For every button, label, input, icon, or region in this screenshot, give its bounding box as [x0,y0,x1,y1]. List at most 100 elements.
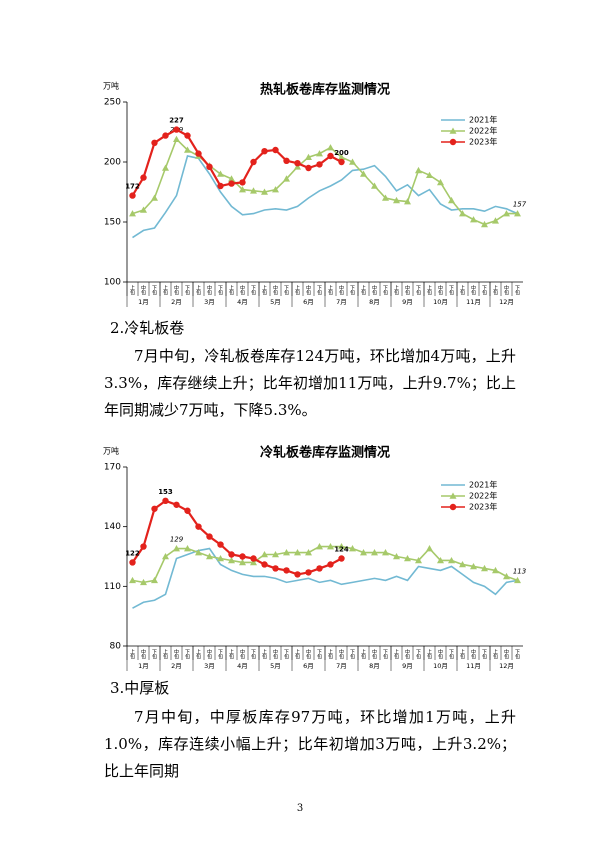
x-tick-label: 中旬 [503,648,509,660]
marker [184,146,191,153]
x-tick-label: 下旬 [382,285,388,296]
section-heading: 2.冷轧板卷 [110,319,185,337]
y-tick-label: 100 [104,278,121,288]
marker [316,565,323,572]
marker [316,150,323,157]
x-tick-label: 中旬 [503,284,509,296]
legend-label: 2023年 [469,502,497,512]
x-tick-label: 上旬 [459,284,465,296]
x-tick-label: 中旬 [140,648,146,660]
marker [239,553,246,560]
month-label: 12月 [499,298,514,306]
data-label: 200 [334,149,349,157]
y-tick-label: 150 [104,218,121,228]
series-line [132,155,518,239]
marker [239,558,246,566]
marker [272,146,279,154]
data-label: 122 [125,549,140,557]
marker [393,553,400,560]
x-tick-label: 上旬 [162,284,168,296]
x-tick-label: 中旬 [206,648,212,660]
x-tick-label: 中旬 [338,284,344,296]
marker [382,194,389,201]
series-line [131,128,343,197]
x-tick-label: 上旬 [327,648,333,660]
marker [492,566,499,574]
marker [261,148,268,155]
marker [327,543,334,550]
marker [173,501,180,508]
marker [261,561,268,568]
x-tick-label: 上旬 [393,284,399,296]
marker [217,170,224,177]
data-label: 113 [513,567,526,575]
marker [459,560,466,568]
y-tick-label: 170 [104,463,121,473]
x-tick-label: 中旬 [437,284,443,296]
marker [140,174,147,181]
marker [437,178,444,186]
x-tick-label: 下旬 [217,649,223,660]
x-tick-label: 上旬 [426,648,432,660]
y-axis-label: 万吨 [103,446,119,456]
y-axis-label: 万吨 [103,81,119,91]
marker [327,561,334,568]
marker [459,210,466,217]
marker [448,556,455,564]
marker [449,127,457,134]
marker [470,216,477,223]
marker [217,554,224,562]
marker [239,186,246,193]
marker [140,543,147,550]
marker [481,220,488,228]
marker [184,545,191,552]
x-tick-label: 上旬 [492,648,498,660]
paragraph: 7月中旬，中厚板库存97万吨，环比增加1万吨，上升1.0%，库存连续小幅上升；比… [104,708,516,780]
marker [514,576,521,584]
marker [382,549,389,556]
paragraph: 7月中旬，冷轧板卷库存124万吨，环比增加4万吨，上升3.3%，库存继续上升；比… [104,347,516,419]
marker [283,175,290,182]
marker [140,578,147,586]
marker [162,553,169,560]
marker [217,541,224,548]
x-tick-label: 下旬 [151,285,157,296]
x-tick-label: 中旬 [305,284,311,296]
month-label: 7月 [336,298,347,306]
marker [371,182,378,189]
marker [250,158,257,166]
chart-title: 热轧板卷库存监测情况 [260,82,390,98]
x-tick-label: 上旬 [294,284,300,296]
month-label: 2月 [171,662,182,670]
x-tick-label: 下旬 [481,649,487,660]
month-label: 5月 [270,298,281,306]
month-label: 8月 [369,298,380,306]
marker [250,555,257,562]
month-label: 1月 [138,298,149,306]
x-tick-label: 上旬 [129,284,135,296]
data-label: 124 [334,545,349,553]
month-label: 3月 [204,298,215,306]
month-label: 11月 [466,298,481,306]
marker [449,503,457,511]
x-tick-label: 下旬 [382,649,388,660]
y-tick-label: 250 [104,98,121,108]
x-tick-label: 上旬 [327,284,333,296]
marker [250,558,257,566]
marker [393,196,400,204]
marker [228,175,235,182]
marker [448,196,455,204]
x-tick-label: 中旬 [470,648,476,660]
legend-label: 2023年 [469,137,497,147]
marker [415,556,422,564]
series-line [132,545,518,584]
x-tick-label: 下旬 [217,285,223,296]
x-tick-label: 下旬 [514,649,520,660]
x-tick-label: 上旬 [261,284,267,296]
marker [437,556,444,564]
marker [272,186,279,193]
x-tick-label: 中旬 [206,284,212,296]
legend-label: 2021年 [469,115,497,125]
x-tick-label: 下旬 [514,285,520,296]
